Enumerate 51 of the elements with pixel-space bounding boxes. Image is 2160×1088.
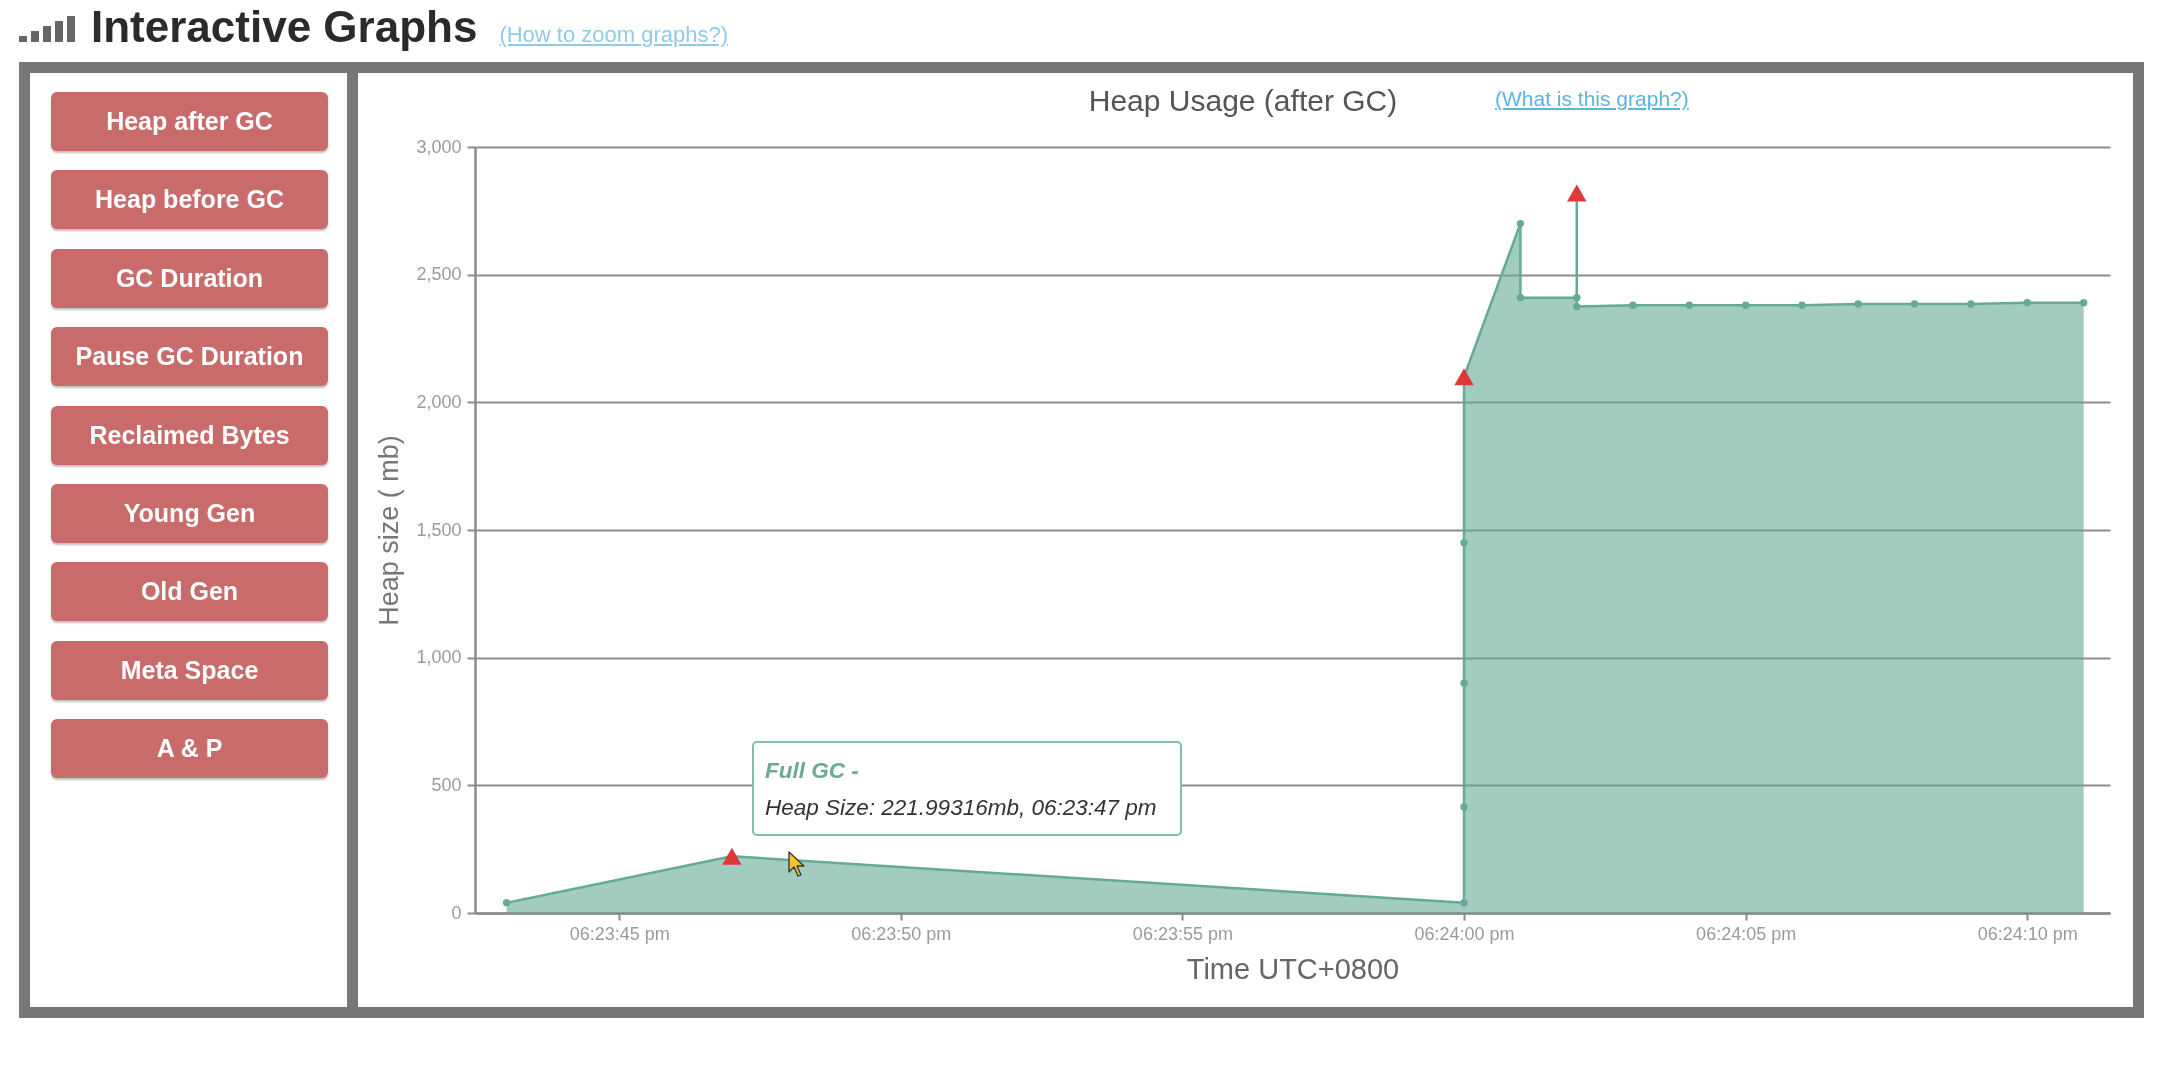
y-tick-label: 1,000	[416, 647, 462, 668]
point	[722, 847, 742, 865]
y-axis-title: Heap size ( mb)	[374, 435, 405, 626]
button[interactable]: Old Gen	[51, 562, 328, 622]
y-tick-label: 0	[451, 902, 462, 923]
point	[1460, 803, 1468, 811]
button[interactable]: Pause GC Duration	[51, 327, 328, 387]
y-tick-label: 500	[431, 774, 462, 795]
button[interactable]: Reclaimed Bytes	[51, 405, 328, 465]
annotation: Heap Size: 221.99316mb, 06:23:47 pm	[765, 794, 1158, 822]
point	[2023, 299, 2031, 307]
y-tick-label: 2,000	[416, 391, 462, 412]
point	[1910, 300, 1919, 308]
point	[1854, 300, 1862, 308]
y-tick-label: 1,500	[416, 519, 462, 540]
point	[1516, 219, 1525, 228]
button[interactable]: Meta Space	[51, 640, 328, 700]
y-tick-label: 3,000	[416, 136, 462, 157]
annotation: Full GC -	[765, 757, 860, 785]
point	[502, 899, 511, 907]
point	[1460, 679, 1468, 687]
x-axis-title: Time UTC+0800	[1186, 952, 1400, 985]
chart-subtitle: (What is this graph?)	[1495, 87, 1689, 111]
point	[1454, 368, 1474, 386]
point	[1741, 301, 1750, 310]
x-tick-label: 06:23:50 pm	[851, 923, 952, 944]
point	[1516, 293, 1525, 302]
x-tick-label: 06:24:00 pm	[1414, 923, 1515, 944]
x-tick-label: 06:23:45 pm	[569, 923, 670, 944]
point	[1967, 300, 1975, 308]
point	[1460, 539, 1468, 547]
point	[1460, 899, 1468, 907]
button[interactable]: GC Duration	[51, 248, 328, 308]
x-tick-label: 06:24:10 pm	[1977, 923, 2078, 944]
button[interactable]: Heap after GC	[51, 92, 328, 151]
text: (How to zoom graphs?)	[499, 22, 729, 48]
button[interactable]: Heap before GC	[51, 170, 328, 230]
point	[1798, 301, 1806, 310]
point	[1573, 302, 1581, 311]
point	[1629, 301, 1637, 310]
point	[1567, 184, 1587, 202]
chart-title: Heap Usage (after GC)	[1088, 84, 1398, 117]
point	[2079, 299, 2088, 307]
y-tick-label: 2,500	[416, 264, 462, 285]
x-tick-label: 06:23:55 pm	[1132, 923, 1233, 944]
x-tick-label: 06:24:05 pm	[1696, 923, 1797, 944]
point	[1573, 293, 1581, 302]
point	[1685, 301, 1693, 310]
button[interactable]: Young Gen	[51, 484, 328, 543]
button[interactable]: A & P	[51, 719, 328, 779]
text: Interactive Graphs	[91, 2, 478, 52]
